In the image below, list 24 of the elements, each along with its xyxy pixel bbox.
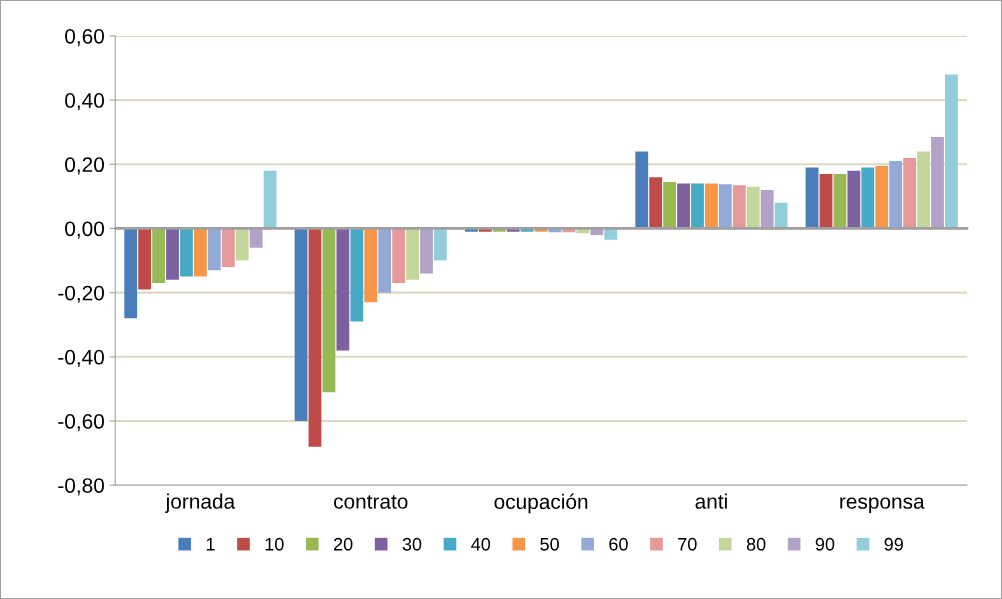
legend-label: 60 <box>609 537 628 551</box>
x-tick-label: contrato <box>333 495 408 509</box>
y-tick-label: 0,60 <box>65 28 104 47</box>
legend-label: 50 <box>540 537 559 551</box>
y-tick-label: 0,00 <box>65 221 104 239</box>
legend-label: 20 <box>333 537 353 551</box>
legend-label: 99 <box>884 537 903 551</box>
x-tick-label: jornada <box>165 493 236 513</box>
legend-label: 10 <box>265 537 284 551</box>
y-tick-label: -0,60 <box>58 414 104 432</box>
x-tick-label: anti <box>695 493 727 509</box>
y-tick-label: -0,20 <box>58 285 104 303</box>
legend-label: 30 <box>402 537 422 551</box>
legend-label: 90 <box>815 537 835 551</box>
legend-label: 70 <box>678 537 697 551</box>
y-tick-label: -0,80 <box>58 478 104 496</box>
legend-label: 1 <box>206 538 215 551</box>
y-tick-label: 0,20 <box>65 157 104 175</box>
y-tick-label: 0,40 <box>65 93 104 111</box>
y-tick-label: -0,40 <box>58 349 104 368</box>
x-tick-label: responsa <box>840 497 925 513</box>
x-tick-label: ocupación <box>494 493 588 514</box>
legend-label: 40 <box>471 537 491 551</box>
legend-label: 80 <box>746 537 766 551</box>
